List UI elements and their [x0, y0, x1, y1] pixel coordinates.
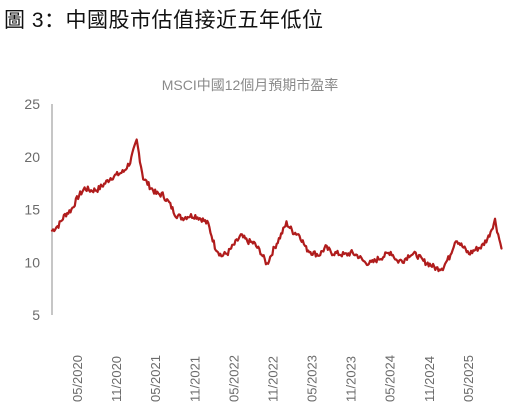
pe-ratio-series-line [50, 138, 503, 273]
x-tick-label: 05/2024 [383, 355, 398, 402]
x-tick-label: 11/2023 [344, 356, 359, 402]
x-tick-label: 05/2020 [70, 355, 85, 402]
y-tick-label: 25 [24, 96, 40, 112]
x-tick-label: 11/2021 [187, 356, 202, 402]
y-tick-label: 20 [24, 149, 40, 165]
y-tick-label: 15 [24, 202, 40, 218]
x-tick-label: 11/2022 [265, 356, 280, 402]
x-tick-label: 11/2020 [109, 356, 124, 402]
chart-title: MSCI中國12個月預期市盈率 [162, 77, 339, 93]
y-tick-label: 5 [32, 307, 40, 323]
x-tick-label: 05/2025 [461, 355, 476, 402]
x-tick-label: 05/2021 [148, 355, 163, 402]
x-tick-label: 11/2024 [422, 356, 437, 402]
x-axis-ticks: 05/2020 11/2020 05/2021 11/2021 05/2022 11/20… [70, 355, 476, 402]
x-tick-label: 05/2022 [226, 355, 241, 402]
page-title: 圖 3：中國股市估值接近五年低位 [4, 9, 324, 32]
x-tick-label: 05/2023 [305, 355, 320, 402]
y-axis-ticks: 5 10 15 20 25 [24, 96, 40, 323]
y-tick-label: 10 [24, 254, 40, 270]
